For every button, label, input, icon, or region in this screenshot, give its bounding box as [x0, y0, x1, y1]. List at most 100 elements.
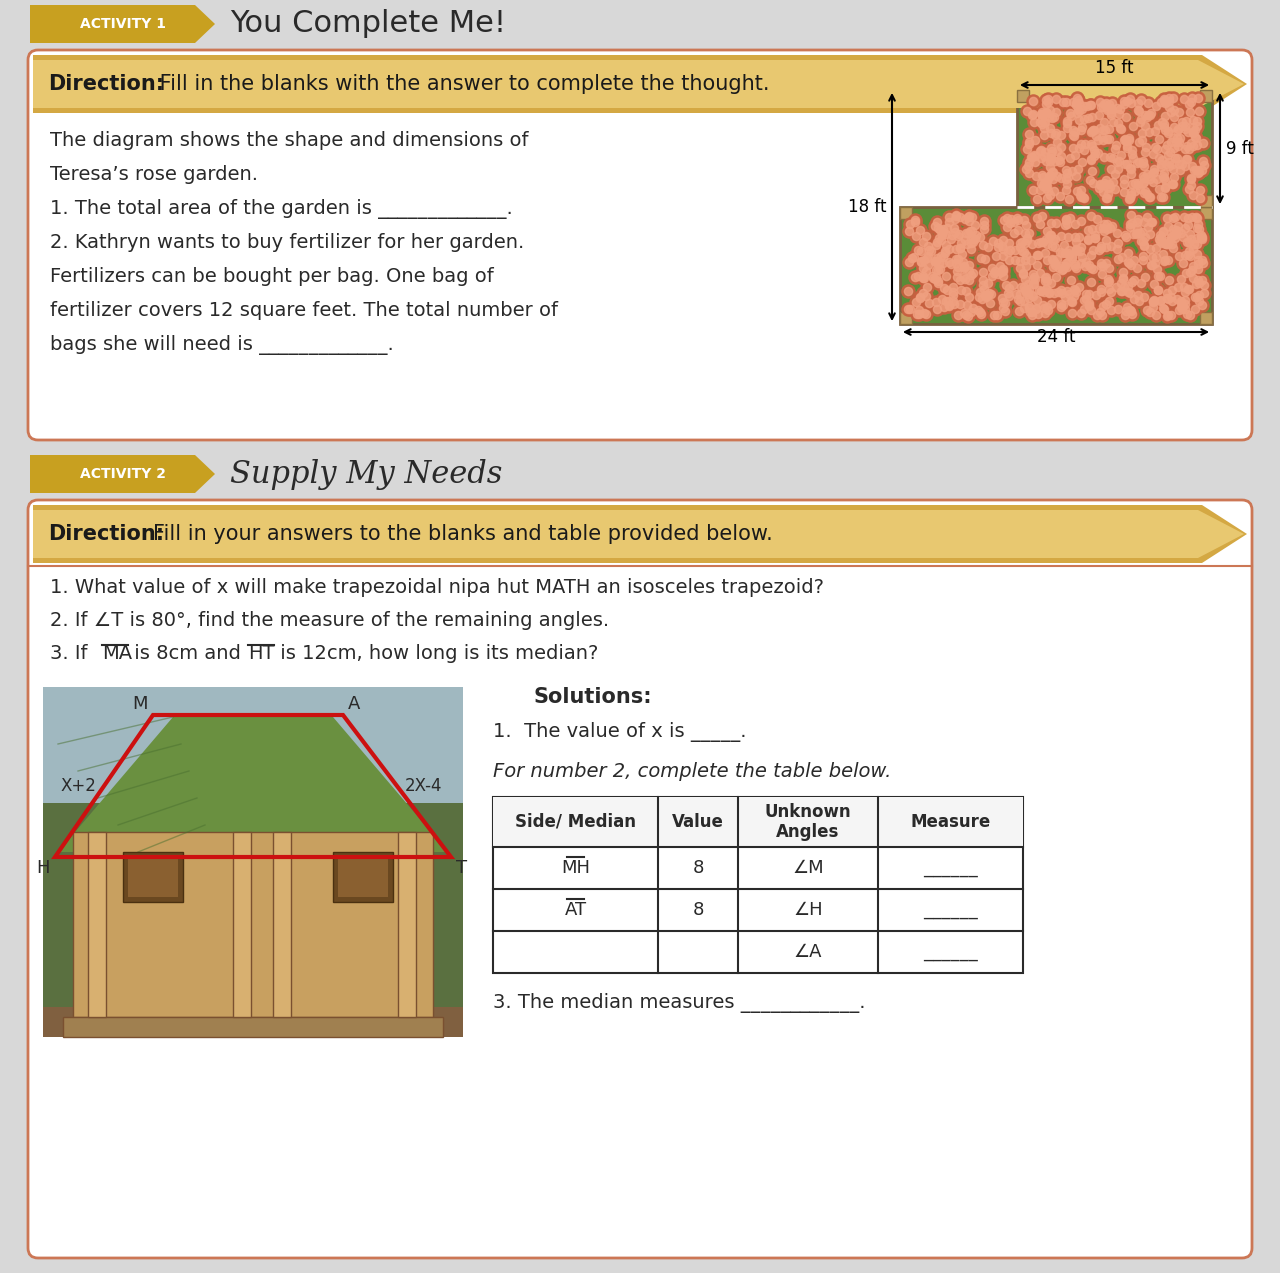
Point: [1066, 102, 1087, 122]
Point: [1185, 129, 1206, 149]
Point: [1092, 127, 1112, 148]
Point: [1193, 150, 1213, 171]
Point: [993, 246, 1014, 266]
Point: [1018, 274, 1038, 294]
Point: [1166, 127, 1187, 148]
Point: [1144, 162, 1165, 182]
Point: [1190, 188, 1211, 209]
Point: [983, 264, 1004, 284]
Point: [1053, 92, 1074, 112]
Point: [1155, 93, 1175, 113]
Point: [1162, 238, 1183, 258]
Point: [1123, 271, 1143, 292]
Text: Fertilizers can be bought per bag. One bag of: Fertilizers can be bought per bag. One b…: [50, 267, 494, 286]
Point: [1053, 236, 1074, 256]
Point: [1148, 115, 1169, 135]
Point: [970, 281, 991, 302]
Point: [908, 266, 928, 286]
Point: [1082, 162, 1102, 182]
Point: [1190, 188, 1211, 209]
Point: [1102, 93, 1123, 113]
Point: [1020, 302, 1041, 322]
Point: [1170, 127, 1190, 148]
Point: [1019, 223, 1039, 243]
Point: [1098, 269, 1119, 289]
Point: [1098, 185, 1119, 205]
Point: [1023, 103, 1043, 123]
Point: [1064, 279, 1084, 299]
Point: [1037, 220, 1057, 241]
Point: [1116, 131, 1137, 151]
Point: [1032, 103, 1052, 123]
Point: [1180, 102, 1201, 122]
Point: [1036, 93, 1056, 113]
Point: [1016, 159, 1037, 179]
Point: [1147, 139, 1167, 159]
Point: [1183, 122, 1203, 143]
Point: [1041, 148, 1061, 168]
Point: [1140, 302, 1161, 322]
Point: [925, 270, 946, 290]
Point: [1052, 283, 1073, 303]
Point: [934, 278, 955, 298]
Point: [1070, 242, 1091, 262]
Point: [1107, 98, 1128, 118]
Point: [1117, 276, 1138, 297]
Point: [1108, 299, 1129, 320]
Point: [1043, 168, 1064, 188]
Point: [927, 247, 947, 267]
Point: [1070, 181, 1091, 201]
Point: [1121, 140, 1142, 160]
Point: [1184, 126, 1204, 146]
Point: [1181, 206, 1202, 227]
Point: [1114, 130, 1134, 150]
Point: [1036, 267, 1056, 288]
Point: [1070, 134, 1091, 154]
Point: [1019, 134, 1039, 154]
Point: [1073, 187, 1093, 207]
Point: [1074, 108, 1094, 129]
Text: fertilizer covers 12 square feet. The total number of: fertilizer covers 12 square feet. The to…: [50, 300, 558, 320]
Point: [1117, 276, 1138, 297]
Point: [960, 302, 980, 322]
Point: [1033, 232, 1053, 252]
Point: [899, 222, 919, 242]
Point: [1133, 230, 1153, 251]
Point: [1041, 294, 1061, 314]
Point: [927, 260, 947, 280]
Point: [1019, 134, 1039, 154]
Point: [1085, 228, 1106, 248]
Point: [1091, 253, 1111, 274]
Point: [1105, 163, 1125, 183]
Point: [1119, 89, 1139, 109]
Point: [1189, 162, 1210, 182]
Point: [1124, 148, 1144, 168]
Point: [992, 266, 1012, 286]
Point: [1101, 103, 1121, 123]
Point: [1044, 151, 1065, 172]
Point: [1093, 297, 1114, 317]
Point: [1179, 178, 1199, 199]
Point: [970, 248, 991, 269]
Point: [980, 293, 1001, 313]
Point: [1178, 279, 1198, 299]
Point: [1146, 247, 1166, 267]
Point: [1020, 148, 1041, 168]
Point: [1078, 108, 1098, 129]
Point: [1128, 284, 1148, 304]
Point: [1002, 275, 1023, 295]
Point: [960, 228, 980, 248]
Point: [1096, 169, 1116, 190]
Point: [1032, 164, 1052, 185]
Point: [1123, 173, 1143, 193]
Point: [927, 211, 947, 232]
Point: [936, 290, 956, 311]
Point: [1083, 120, 1103, 140]
Point: [965, 214, 986, 234]
Point: [1000, 233, 1020, 253]
Point: [943, 276, 964, 297]
Bar: [123, 852, 183, 903]
Point: [1083, 241, 1103, 261]
Point: [959, 210, 979, 230]
Point: [913, 266, 933, 286]
